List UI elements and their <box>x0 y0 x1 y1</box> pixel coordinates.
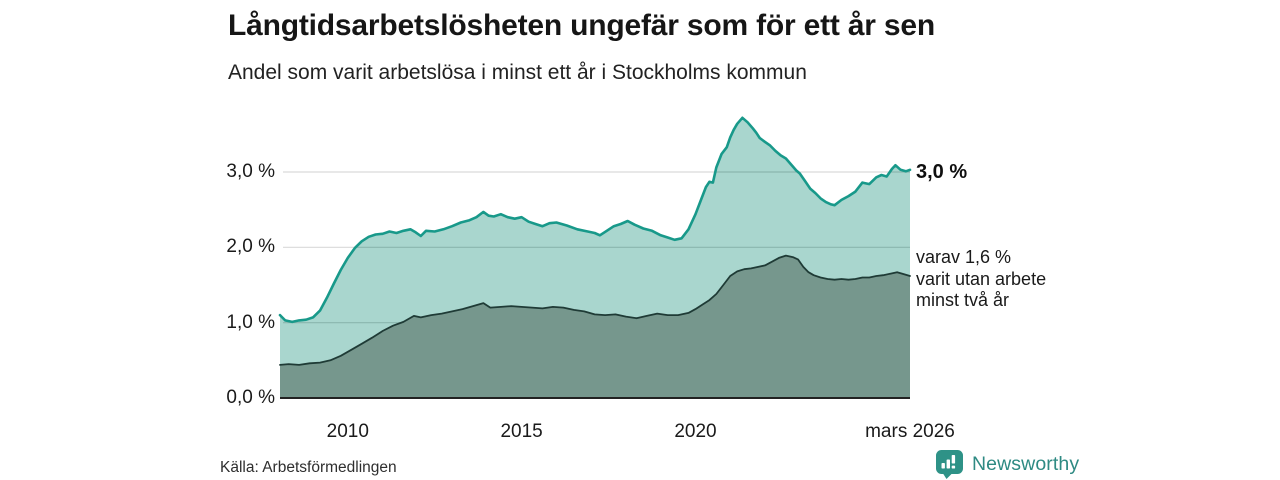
line-subset-min-two-years <box>279 254 911 366</box>
line-total-min-one-year <box>278 116 912 324</box>
x-axis-label: mars 2026 <box>865 421 955 442</box>
x-axis-label: 2015 <box>500 421 543 442</box>
series-end-label-subset-line2: varit utan arbete <box>916 268 1047 289</box>
y-axis-label: 3,0 % <box>226 161 275 182</box>
page-title: Långtidsarbetslösheten ungefär som för e… <box>228 9 936 42</box>
series-end-label-total: 3,0 % <box>916 161 968 183</box>
y-axis-label: 1,0 % <box>226 311 275 333</box>
series-end-label-subset-line1: varav 1,6 % <box>916 247 1012 267</box>
bar-chart-speech-bubble-icon <box>936 450 963 479</box>
series-end-label-subset: varav 1,6 % varit utan arbete minst två … <box>916 247 1046 312</box>
page-subtitle: Andel som varit arbetslösa i minst ett å… <box>228 61 807 84</box>
brand-name: Newsworthy <box>972 452 1080 475</box>
y-axis-label: 0,0 % <box>226 387 275 408</box>
area-subset-min-two-years <box>280 255 910 398</box>
series-end-label-subset-line3: minst två år <box>916 290 1010 310</box>
y-axis-label: 2,0 % <box>226 236 275 258</box>
newsworthy-logo: Newsworthy <box>935 449 1079 479</box>
x-axis-label: 2020 <box>674 421 717 442</box>
source-attribution: Källa: Arbetsförmedlingen <box>220 459 397 476</box>
x-axis-label: 2010 <box>326 421 369 442</box>
